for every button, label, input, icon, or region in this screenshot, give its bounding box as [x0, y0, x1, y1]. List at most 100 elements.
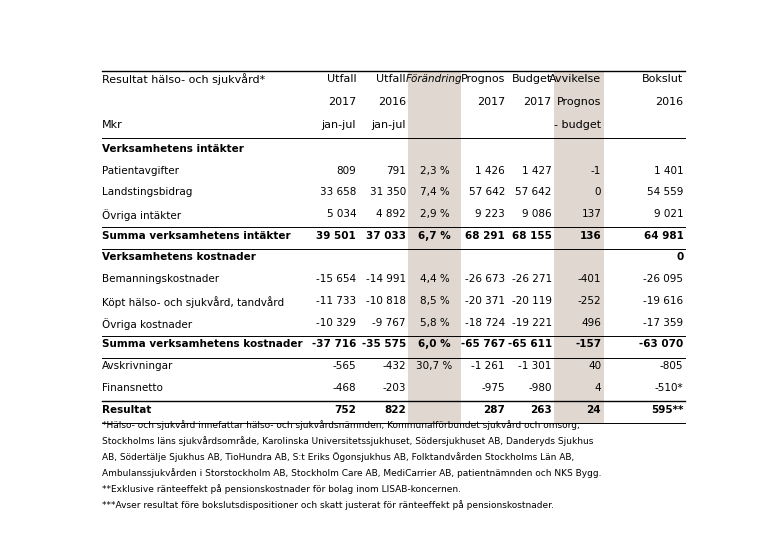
Text: -401: -401 — [578, 274, 601, 284]
Bar — [554, 72, 604, 423]
Text: 7,4 %: 7,4 % — [419, 187, 449, 197]
Text: -10 818: -10 818 — [366, 296, 406, 306]
Text: Summa verksamhetens intäkter: Summa verksamhetens intäkter — [102, 231, 290, 241]
Text: 1 427: 1 427 — [522, 166, 551, 175]
Text: 2,3 %: 2,3 % — [419, 166, 449, 175]
Text: 0: 0 — [676, 252, 684, 262]
Text: -26 095: -26 095 — [644, 274, 684, 284]
Text: Patientavgifter: Patientavgifter — [102, 166, 179, 175]
Text: -20 371: -20 371 — [465, 296, 505, 306]
Text: Avskrivningar: Avskrivningar — [102, 361, 174, 371]
Text: -805: -805 — [660, 361, 684, 371]
Text: 37 033: 37 033 — [366, 231, 406, 241]
Text: -11 733: -11 733 — [316, 296, 356, 306]
Text: - budget: - budget — [554, 119, 601, 130]
Text: -252: -252 — [578, 296, 601, 306]
Text: 40: 40 — [588, 361, 601, 371]
Text: 64 981: 64 981 — [644, 231, 684, 241]
Text: -26 673: -26 673 — [465, 274, 505, 284]
Bar — [408, 72, 461, 423]
Text: 9 021: 9 021 — [654, 209, 684, 219]
Text: -35 575: -35 575 — [362, 339, 406, 350]
Text: 1 426: 1 426 — [475, 166, 505, 175]
Text: 136: 136 — [579, 231, 601, 241]
Text: Bemanningskostnader: Bemanningskostnader — [102, 274, 219, 284]
Text: 68 291: 68 291 — [465, 231, 505, 241]
Text: 6,0 %: 6,0 % — [418, 339, 451, 350]
Text: -157: -157 — [575, 339, 601, 350]
Text: 2017: 2017 — [477, 97, 505, 106]
Text: -10 329: -10 329 — [316, 318, 356, 327]
Text: Köpt hälso- och sjukvård, tandvård: Köpt hälso- och sjukvård, tandvård — [102, 296, 284, 308]
Text: -65 611: -65 611 — [508, 339, 551, 350]
Text: Landstingsbidrag: Landstingsbidrag — [102, 187, 192, 197]
Text: -20 119: -20 119 — [511, 296, 551, 306]
Text: Bokslut: Bokslut — [642, 73, 684, 84]
Text: AB, Södertälje Sjukhus AB, TioHundra AB, S:t Eriks Ögonsjukhus AB, Folktandvårde: AB, Södertälje Sjukhus AB, TioHundra AB,… — [102, 452, 574, 462]
Text: -9 767: -9 767 — [372, 318, 406, 327]
Text: -14 991: -14 991 — [366, 274, 406, 284]
Text: Verksamhetens kostnader: Verksamhetens kostnader — [102, 252, 256, 262]
Text: -510*: -510* — [655, 383, 684, 393]
Text: 68 155: 68 155 — [511, 231, 551, 241]
Text: 5,8 %: 5,8 % — [419, 318, 449, 327]
Text: jan-jul: jan-jul — [371, 119, 406, 130]
Text: 54 559: 54 559 — [647, 187, 684, 197]
Text: 9 086: 9 086 — [522, 209, 551, 219]
Text: -432: -432 — [382, 361, 406, 371]
Text: -17 359: -17 359 — [644, 318, 684, 327]
Text: 57 642: 57 642 — [468, 187, 505, 197]
Text: 2016: 2016 — [655, 97, 684, 106]
Text: 5 034: 5 034 — [326, 209, 356, 219]
Text: Utfall: Utfall — [326, 73, 356, 84]
Text: Prognos: Prognos — [557, 97, 601, 106]
Text: 33 658: 33 658 — [319, 187, 356, 197]
Text: 31 350: 31 350 — [369, 187, 406, 197]
Text: -975: -975 — [482, 383, 505, 393]
Text: 137: 137 — [581, 209, 601, 219]
Text: 4,4 %: 4,4 % — [419, 274, 449, 284]
Text: 263: 263 — [530, 405, 551, 415]
Text: 2,9 %: 2,9 % — [419, 209, 449, 219]
Text: Mkr: Mkr — [102, 119, 123, 130]
Text: 0: 0 — [594, 187, 601, 197]
Text: 287: 287 — [483, 405, 505, 415]
Text: -37 716: -37 716 — [312, 339, 356, 350]
Text: 822: 822 — [384, 405, 406, 415]
Text: 1 401: 1 401 — [654, 166, 684, 175]
Text: -65 767: -65 767 — [461, 339, 505, 350]
Text: -1 301: -1 301 — [518, 361, 551, 371]
Text: 30,7 %: 30,7 % — [416, 361, 452, 371]
Text: 4: 4 — [594, 383, 601, 393]
Text: 496: 496 — [581, 318, 601, 327]
Text: -1: -1 — [591, 166, 601, 175]
Text: Resultat: Resultat — [102, 405, 151, 415]
Text: 57 642: 57 642 — [515, 187, 551, 197]
Text: Förändring: Förändring — [406, 73, 463, 84]
Text: 791: 791 — [386, 166, 406, 175]
Text: *Hälso- och sjukvård innefattar hälso- och sjukvårdsnämnden, Kommunalförbundet s: *Hälso- och sjukvård innefattar hälso- o… — [102, 421, 580, 431]
Text: -1 261: -1 261 — [472, 361, 505, 371]
Text: Avvikelse: Avvikelse — [549, 73, 601, 84]
Text: Stockholms läns sjukvårdsområde, Karolinska Universitetssjukhuset, Södersjukhuse: Stockholms läns sjukvårdsområde, Karolin… — [102, 437, 594, 446]
Text: -565: -565 — [333, 361, 356, 371]
Text: Ambulanssjukvården i Storstockholm AB, Stockholm Care AB, MediCarrier AB, patien: Ambulanssjukvården i Storstockholm AB, S… — [102, 468, 601, 478]
Text: -980: -980 — [528, 383, 551, 393]
Text: Utfall: Utfall — [376, 73, 406, 84]
Text: Övriga kostnader: Övriga kostnader — [102, 318, 192, 330]
Text: **Exklusive ränteeffekt på pensionskostnader för bolag inom LISAB-koncernen.: **Exklusive ränteeffekt på pensionskostn… — [102, 484, 461, 494]
Text: jan-jul: jan-jul — [322, 119, 356, 130]
Text: Summa verksamhetens kostnader: Summa verksamhetens kostnader — [102, 339, 303, 350]
Text: 9 223: 9 223 — [475, 209, 505, 219]
Text: 2017: 2017 — [328, 97, 356, 106]
Text: -18 724: -18 724 — [465, 318, 505, 327]
Text: -63 070: -63 070 — [639, 339, 684, 350]
Text: Resultat hälso- och sjukvård*: Resultat hälso- och sjukvård* — [102, 73, 265, 85]
Text: 752: 752 — [334, 405, 356, 415]
Text: 24: 24 — [587, 405, 601, 415]
Text: 6,7 %: 6,7 % — [418, 231, 451, 241]
Text: -19 221: -19 221 — [511, 318, 551, 327]
Text: 2016: 2016 — [378, 97, 406, 106]
Text: ***Avser resultat före bokslutsdispositioner och skatt justerat för ränteeffekt : ***Avser resultat före bokslutsdispositi… — [102, 500, 554, 510]
Text: 39 501: 39 501 — [316, 231, 356, 241]
